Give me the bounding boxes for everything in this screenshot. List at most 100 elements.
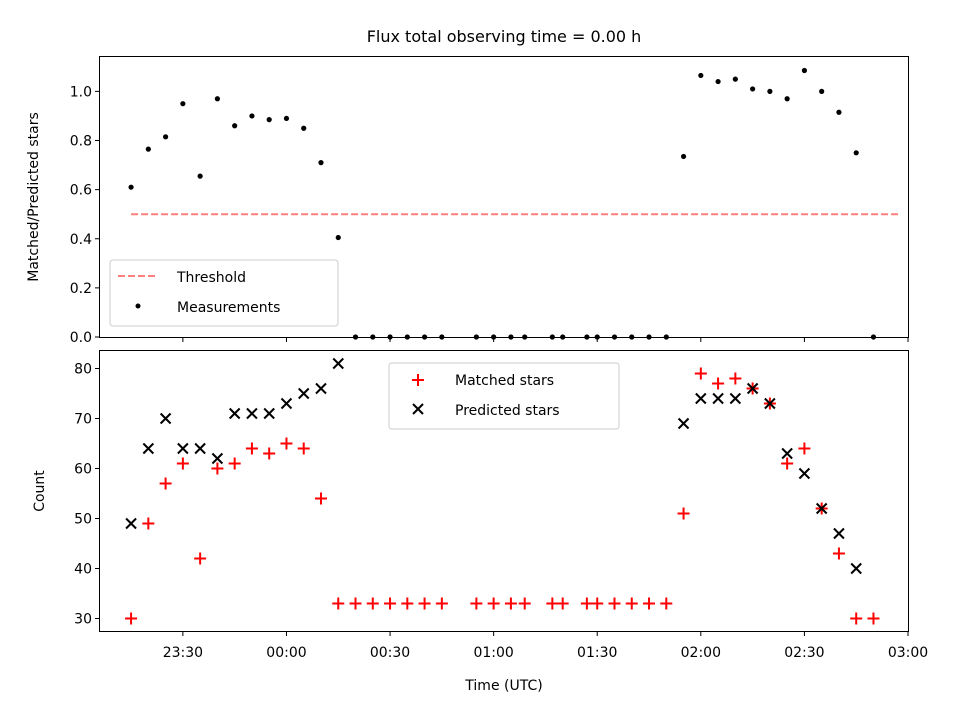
measurement-point [266, 117, 272, 123]
bottom-legend-box [388, 362, 620, 430]
top-marks [128, 67, 902, 340]
top-y-axis-label: Matched/Predicted stars [26, 112, 42, 282]
matched-star-point [867, 612, 880, 625]
measurement-point [836, 109, 842, 115]
top-legend: Threshold Measurements [109, 259, 339, 327]
measurement-point [715, 78, 721, 85]
matched-star-point [176, 457, 189, 470]
matched-star-point [556, 597, 569, 610]
measurement-point [335, 234, 341, 241]
predicted-star-point [298, 387, 310, 400]
matched-star-point [125, 612, 138, 625]
measurement-point [732, 76, 738, 82]
matched-star-point [159, 477, 172, 490]
matched-star-point [580, 597, 593, 610]
top-axes-frame [99, 56, 909, 338]
matched-star-point [245, 442, 258, 455]
measurement-point [750, 86, 756, 92]
top-legend-box [109, 259, 339, 327]
legend-threshold-label: Threshold [176, 270, 246, 286]
predicted-star-point [332, 357, 344, 370]
bottom-ytick-label: 40 [74, 562, 92, 578]
chart-title: Flux total observing time = 0.00 h [367, 27, 642, 46]
legend-matched-label: Matched stars [455, 373, 554, 389]
bottom-x-ticks: 23:30 00:00 00:30 01:00 01:30 02:00 02:30 03:00 [163, 631, 928, 661]
bottom-xtick-label: 02:30 [784, 645, 824, 661]
measurement-point [318, 160, 324, 166]
matched-star-point [591, 597, 604, 610]
matched-star-point [660, 597, 673, 610]
predicted-star-point [798, 467, 811, 480]
predicted-star-point [729, 392, 742, 405]
measurement-point [180, 101, 186, 107]
bottom-xtick-label: 01:30 [577, 645, 617, 661]
top-ytick-label: 0.0 [70, 330, 92, 346]
predicted-star-point [125, 517, 137, 530]
bottom-ytick-label: 30 [74, 612, 92, 628]
matched-star-point [470, 597, 483, 610]
matched-star-point [332, 597, 345, 610]
bottom-y-ticks: 30 40 50 60 70 80 [74, 362, 100, 628]
matched-star-point [729, 372, 742, 385]
top-ytick-label: 1.0 [70, 84, 92, 100]
matched-star-point [694, 367, 707, 380]
matched-star-point [418, 597, 431, 610]
matched-star-point [625, 597, 638, 610]
bottom-ytick-label: 50 [74, 512, 92, 528]
measurement-point [197, 173, 203, 179]
measurement-point [819, 88, 825, 94]
matched-star-point [435, 597, 448, 610]
matched-star-point [643, 597, 656, 610]
bottom-xtick-label: 03:00 [888, 645, 928, 661]
top-ytick-label: 0.8 [70, 134, 92, 150]
predicted-star-point [194, 442, 206, 455]
bottom-ytick-label: 60 [74, 462, 92, 478]
measurement-point [128, 184, 134, 190]
matched-star-point [608, 597, 621, 610]
matched-star-point [798, 442, 811, 455]
top-ytick-label: 0.6 [70, 183, 92, 199]
measurement-point [214, 96, 221, 102]
measurement-point [680, 153, 687, 160]
matched-star-point [384, 597, 397, 610]
bottom-xtick-label: 00:30 [370, 645, 410, 661]
bottom-ytick-label: 80 [74, 362, 92, 378]
measurement-point [145, 146, 151, 152]
matched-star-point [504, 597, 517, 610]
predicted-star-point [695, 392, 707, 405]
matched-star-point [263, 447, 276, 460]
top-ytick-label: 0.4 [70, 232, 92, 248]
matched-star-point [781, 457, 794, 470]
measurement-point [853, 150, 859, 156]
matched-star-point [712, 377, 725, 390]
matched-star-point [487, 597, 500, 610]
bottom-legend: Matched stars Predicted stars [388, 362, 620, 430]
matched-star-point [228, 457, 241, 470]
measurement-point [232, 123, 238, 129]
legend-measurements-swatch [135, 303, 141, 309]
predicted-star-point [246, 407, 258, 420]
legend-predicted-label: Predicted stars [455, 403, 560, 419]
matched-star-point [142, 517, 155, 530]
predicted-star-point [677, 417, 690, 430]
measurement-point [698, 72, 704, 79]
predicted-star-point [177, 442, 189, 455]
x-axis-label: Time (UTC) [464, 678, 542, 694]
matched-star-point [832, 547, 845, 560]
bottom-marks [125, 357, 880, 625]
bottom-y-axis-label: Count [32, 470, 48, 512]
matched-star-point [297, 442, 310, 455]
predicted-star-point [211, 452, 224, 465]
predicted-star-point [159, 412, 172, 425]
matched-star-point [366, 597, 379, 610]
matched-star-point [280, 437, 293, 450]
matched-star-point [211, 462, 224, 475]
matched-star-point [850, 612, 863, 625]
top-x-ticks [182, 337, 909, 342]
bottom-ytick-label: 70 [74, 412, 92, 428]
predicted-star-point [280, 397, 293, 410]
matched-star-point [677, 507, 690, 520]
predicted-star-point [712, 392, 724, 405]
matched-star-point [518, 597, 531, 610]
